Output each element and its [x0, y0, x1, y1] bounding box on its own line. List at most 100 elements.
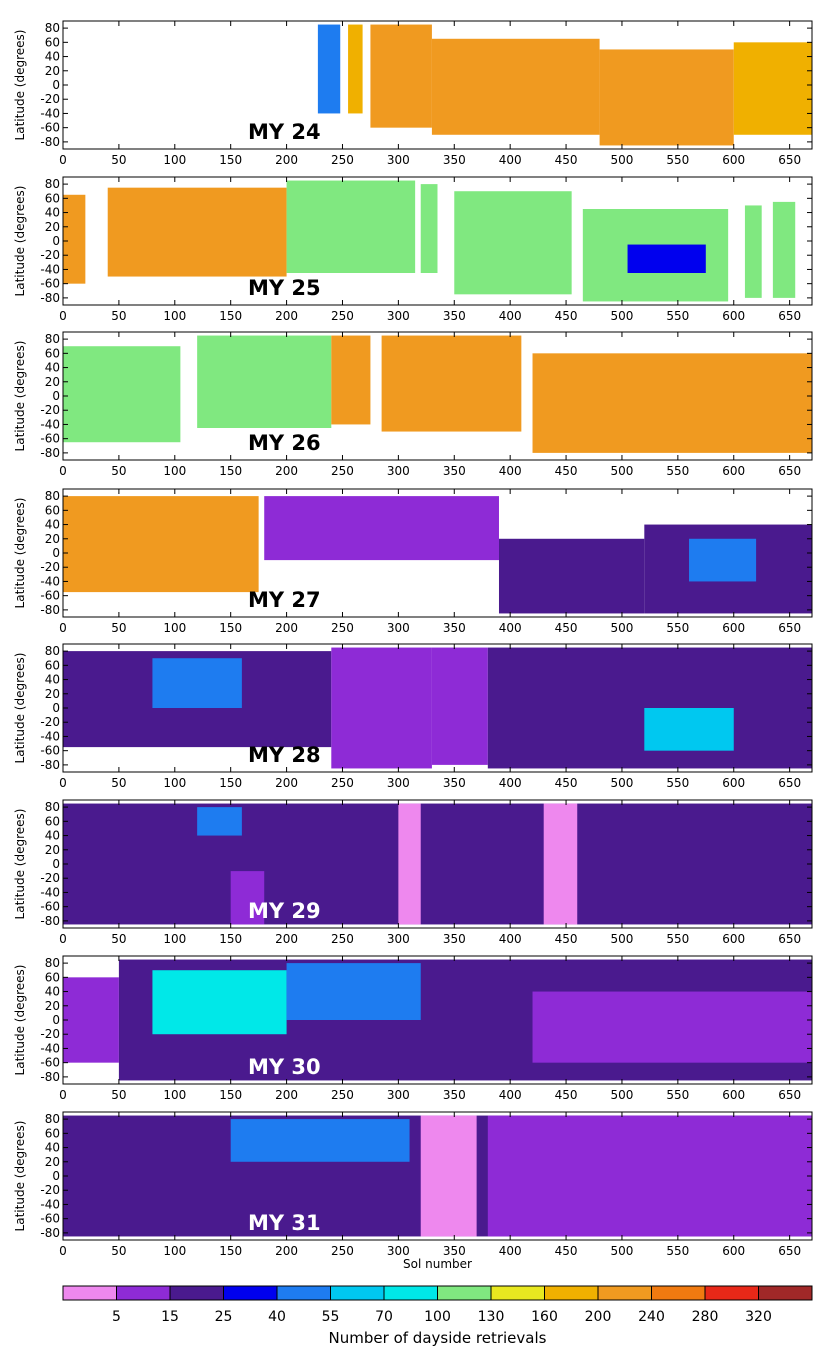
x-tick-label: 400 — [499, 464, 522, 478]
x-tick-label: 650 — [778, 932, 801, 946]
data-block — [286, 963, 421, 1020]
x-tick-label: 650 — [778, 464, 801, 478]
x-tick-label: 650 — [778, 1088, 801, 1102]
data-block — [431, 647, 488, 765]
data-block — [286, 180, 416, 273]
x-tick-label: 100 — [163, 621, 186, 635]
data-block — [331, 647, 432, 769]
y-tick-label: -60 — [40, 900, 60, 914]
y-tick-label: -80 — [40, 291, 60, 305]
x-tick-label: 300 — [387, 1244, 410, 1258]
y-axis-label: Latitude (degrees) — [13, 30, 27, 141]
y-tick-label: -80 — [40, 914, 60, 928]
x-tick-label: 350 — [443, 1088, 466, 1102]
x-tick-label: 0 — [59, 621, 67, 635]
x-tick-label: 450 — [555, 776, 578, 790]
colorbar-tick-label: 100 — [424, 1309, 451, 1325]
y-axis-label: Latitude (degrees) — [13, 965, 27, 1076]
x-tick-label: 500 — [611, 1088, 634, 1102]
y-tick-label: 20 — [45, 1155, 60, 1169]
data-block — [532, 991, 812, 1063]
y-tick-label: 80 — [45, 1112, 60, 1126]
data-block — [63, 803, 812, 925]
x-tick-label: 300 — [387, 776, 410, 790]
y-tick-label: 20 — [45, 375, 60, 389]
x-tick-label: 400 — [499, 309, 522, 323]
y-tick-label: -40 — [40, 262, 60, 276]
y-tick-label: -80 — [40, 1226, 60, 1240]
panel-label: MY 24 — [248, 120, 321, 144]
x-tick-label: 150 — [219, 1244, 242, 1258]
colorbar-swatch — [116, 1286, 171, 1300]
colorbar-swatch — [758, 1286, 813, 1300]
x-tick-label: 250 — [331, 621, 354, 635]
x-tick-label: 0 — [59, 1088, 67, 1102]
data-block — [197, 807, 242, 836]
colorbar-swatch — [384, 1286, 438, 1300]
y-tick-label: -80 — [40, 135, 60, 149]
data-block — [733, 42, 812, 135]
y-tick-label: 40 — [45, 206, 60, 220]
y-tick-label: -20 — [40, 1183, 60, 1197]
x-tick-label: 100 — [163, 776, 186, 790]
x-tick-label: 350 — [443, 464, 466, 478]
x-tick-label: 350 — [443, 309, 466, 323]
x-tick-label: 50 — [111, 621, 126, 635]
x-tick-label: 550 — [666, 464, 689, 478]
x-tick-label: 650 — [778, 1244, 801, 1258]
y-tick-label: 40 — [45, 50, 60, 64]
y-tick-label: -40 — [40, 729, 60, 743]
y-tick-label: -40 — [40, 574, 60, 588]
data-block — [420, 1115, 477, 1237]
colorbar-tick-label: 70 — [375, 1309, 393, 1325]
colorbar: 5 15 25 40 55 70 100 130 160 200 240 280 320 Number o… — [62, 1285, 813, 1347]
colorbar-title: Number of dayside retrievals — [329, 1329, 547, 1347]
data-block — [398, 803, 421, 925]
panel-label: MY 28 — [248, 743, 321, 767]
y-tick-label: 0 — [52, 389, 60, 403]
colorbar-tick-label: 5 — [112, 1309, 121, 1325]
x-tick-label: 450 — [555, 621, 578, 635]
x-tick-label: 600 — [722, 776, 745, 790]
x-tick-label: 250 — [331, 309, 354, 323]
y-axis-label: Latitude (degrees) — [13, 341, 27, 452]
colorbar-tick-label: 280 — [692, 1309, 719, 1325]
y-tick-label: -60 — [40, 277, 60, 291]
colorbar-swatch — [491, 1286, 545, 1300]
data-block — [599, 49, 734, 146]
panel-label: MY 29 — [248, 899, 321, 923]
x-axis-label: Sol number — [403, 1257, 472, 1271]
data-block — [152, 658, 242, 708]
y-tick-label: -40 — [40, 417, 60, 431]
x-tick-label: 550 — [666, 1088, 689, 1102]
y-axis-label: Latitude (degrees) — [13, 1121, 27, 1232]
x-tick-label: 150 — [219, 1088, 242, 1102]
data-block — [689, 538, 757, 582]
x-tick-label: 200 — [275, 153, 298, 167]
y-tick-label: -60 — [40, 1056, 60, 1070]
x-tick-label: 100 — [163, 1088, 186, 1102]
x-tick-label: 450 — [555, 1244, 578, 1258]
x-tick-label: 500 — [611, 776, 634, 790]
x-tick-label: 650 — [778, 153, 801, 167]
panel-label: MY 31 — [248, 1211, 321, 1235]
colorbar-tick-label: 15 — [161, 1309, 179, 1325]
y-axis-label: Latitude (degrees) — [13, 809, 27, 920]
panel-label: MY 30 — [248, 1055, 321, 1079]
y-tick-label: 40 — [45, 985, 60, 999]
x-tick-label: 50 — [111, 464, 126, 478]
x-tick-label: 0 — [59, 309, 67, 323]
data-block — [152, 970, 287, 1035]
y-tick-label: -80 — [40, 1070, 60, 1084]
x-tick-label: 250 — [331, 1088, 354, 1102]
x-tick-label: 400 — [499, 932, 522, 946]
x-tick-label: 50 — [111, 1244, 126, 1258]
y-axis-label: Latitude (degrees) — [13, 653, 27, 764]
data-block — [370, 24, 432, 128]
panel-label: MY 25 — [248, 276, 321, 300]
x-tick-label: 500 — [611, 153, 634, 167]
x-tick-label: 600 — [722, 621, 745, 635]
